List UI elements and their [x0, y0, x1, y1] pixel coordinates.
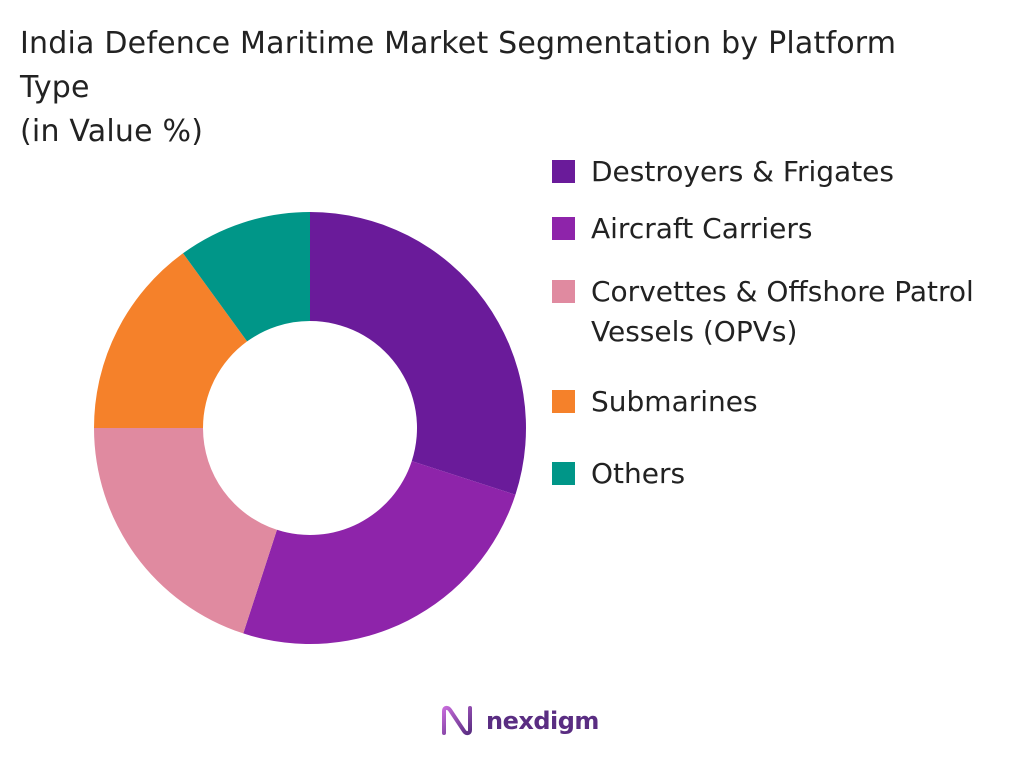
logo-text: nexdigm	[486, 707, 599, 735]
chart-title-line-2: Type	[20, 70, 90, 105]
legend-item-destroyers-frigates: Destroyers & Frigates	[552, 152, 1011, 192]
legend-swatch	[552, 160, 575, 183]
donut-slice-others	[183, 212, 310, 342]
donut-slice-destroyers-frigates	[310, 212, 526, 495]
legend-item-corvettes-opvs: Corvettes & Offshore Patrol Vessels (OPV…	[552, 272, 1011, 352]
legend-item-aircraft-carriers: Aircraft Carriers	[552, 209, 1011, 249]
chart-title-line-1: India Defence Maritime Market Segmentati…	[20, 26, 897, 61]
legend-label: Destroyers & Frigates	[591, 155, 894, 188]
legend-label: Submarines	[591, 385, 758, 418]
legend-item-submarines: Submarines	[552, 382, 1011, 422]
donut-slice-submarines	[94, 253, 248, 428]
donut-slice-aircraft-carriers	[243, 461, 516, 644]
chart-title: India Defence Maritime Market Segmentati…	[20, 22, 1010, 154]
legend-swatch	[552, 280, 575, 303]
donut-slice-corvettes-offshore-patrol-vessels-opvs	[94, 428, 277, 634]
legend-item-others: Others	[552, 454, 1011, 494]
chart-title-line-3: (in Value %)	[20, 114, 204, 149]
legend-swatch	[552, 217, 575, 240]
brand-logo: nexdigm	[440, 703, 599, 739]
legend-label: Aircraft Carriers	[591, 212, 813, 245]
legend-swatch	[552, 462, 575, 485]
legend-swatch	[552, 390, 575, 413]
nexdigm-logo-icon	[442, 705, 472, 736]
legend-label: Corvettes & Offshore Patrol Vessels (OPV…	[591, 275, 974, 348]
legend-label: Others	[591, 457, 686, 490]
